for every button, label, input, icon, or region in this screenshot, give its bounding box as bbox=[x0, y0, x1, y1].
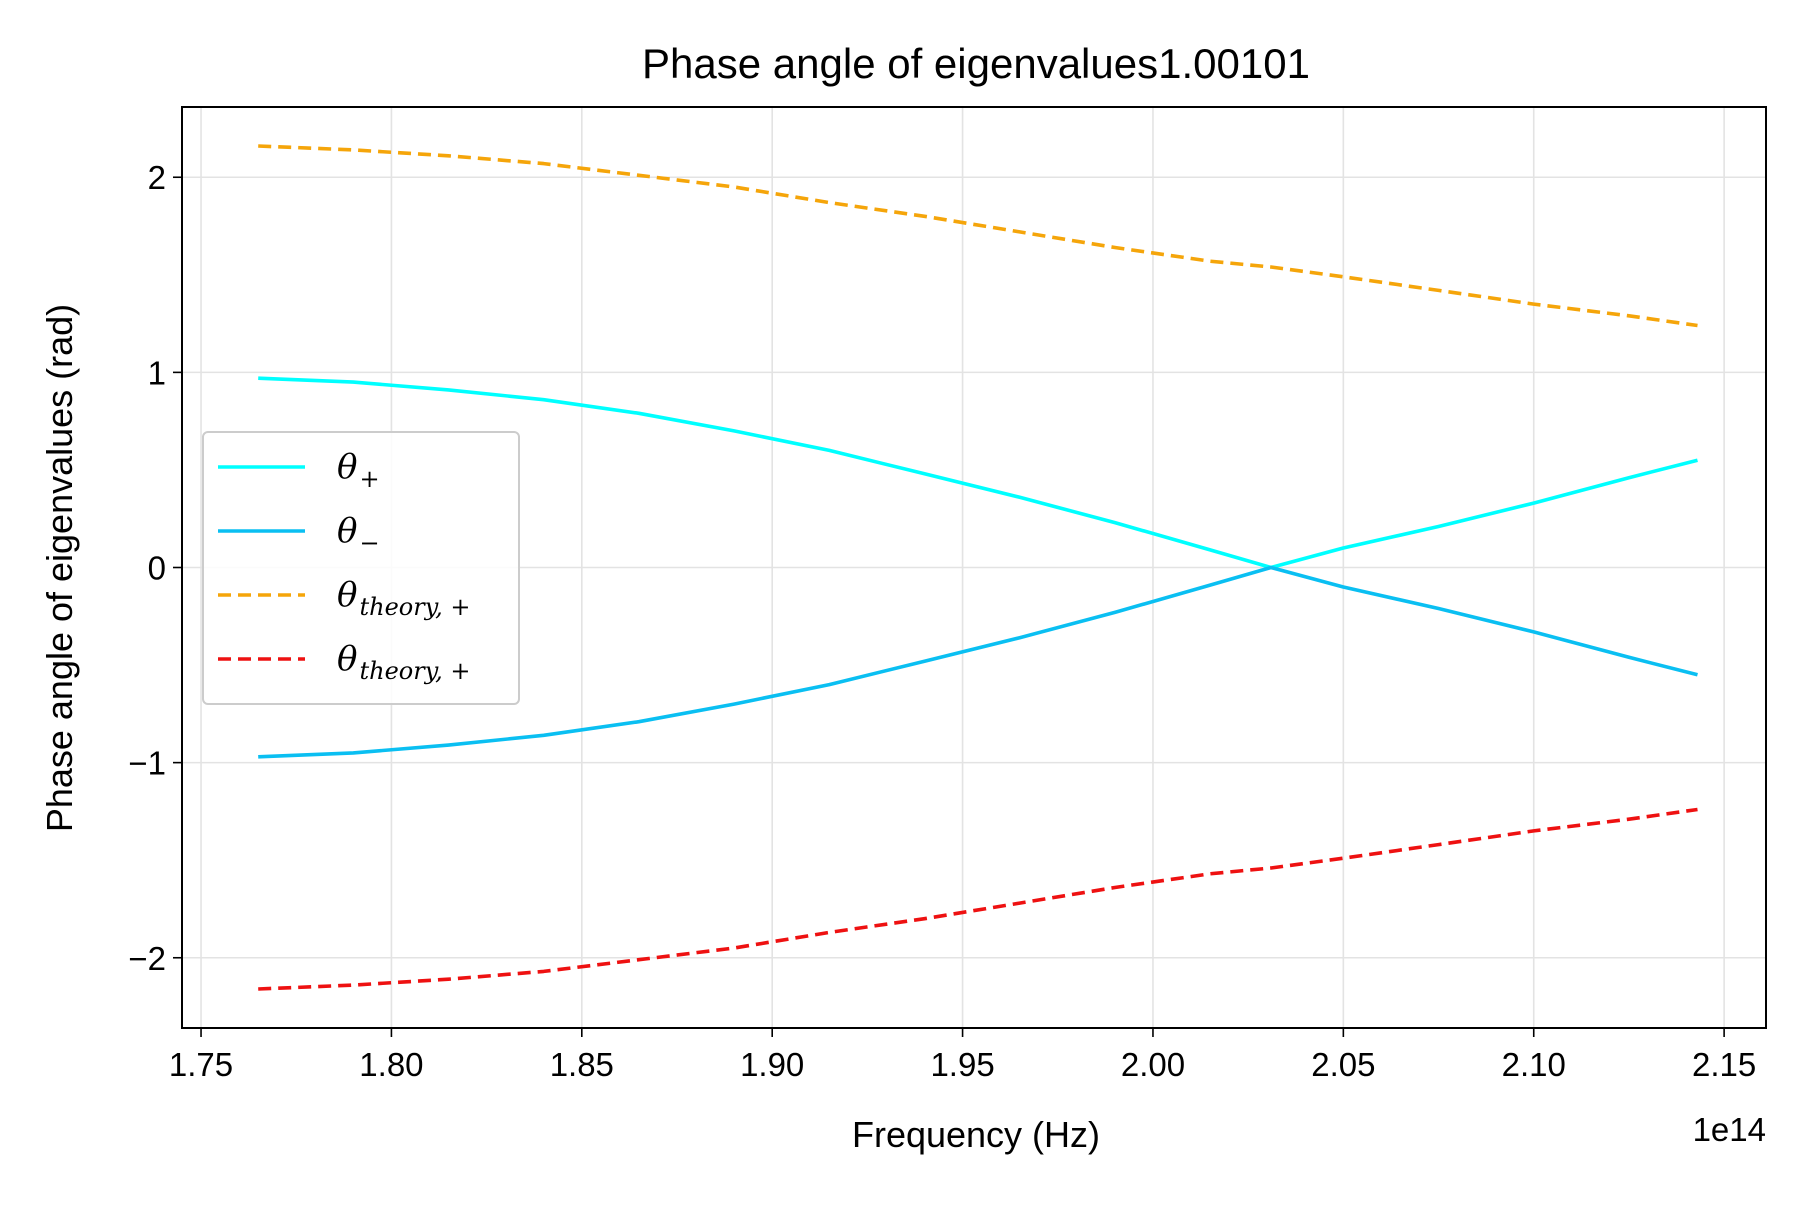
y-tick-label: −1 bbox=[128, 745, 166, 782]
x-tick-label: 2.00 bbox=[1121, 1046, 1185, 1083]
y-tick-label: 0 bbox=[148, 550, 166, 587]
legend-label-main: θ bbox=[337, 575, 357, 615]
x-tick-label: 2.10 bbox=[1502, 1046, 1566, 1083]
x-axis-label: Frequency (Hz) bbox=[852, 1114, 1100, 1155]
legend-label-main: θ bbox=[337, 447, 357, 487]
legend-label-subscript: + bbox=[359, 465, 379, 493]
x-tick-label: 1.90 bbox=[740, 1046, 804, 1083]
x-tick-label: 1.80 bbox=[359, 1046, 423, 1083]
x-tick-label: 2.05 bbox=[1311, 1046, 1375, 1083]
y-tick-label: 1 bbox=[148, 354, 166, 391]
legend-label-main: θ bbox=[337, 639, 357, 679]
y-axis-label: Phase angle of eigenvalues (rad) bbox=[39, 304, 80, 832]
x-tick-label: 2.15 bbox=[1692, 1046, 1756, 1083]
y-tick-label: −2 bbox=[128, 940, 166, 977]
legend-label-subscript: theory, + bbox=[359, 657, 470, 685]
x-tick-label: 1.95 bbox=[930, 1046, 994, 1083]
legend-label-subscript: − bbox=[359, 529, 379, 557]
x-tick-label: 1.85 bbox=[550, 1046, 614, 1083]
chart-title: Phase angle of eigenvalues1.00101 bbox=[642, 40, 1310, 87]
legend-label-main: θ bbox=[337, 511, 357, 551]
y-tick-label: 2 bbox=[148, 159, 166, 196]
x-tick-label: 1.75 bbox=[169, 1046, 233, 1083]
legend-label-subscript: theory, + bbox=[359, 593, 470, 621]
x-axis-offset-label: 1e14 bbox=[1693, 1111, 1766, 1148]
legend: θ+θ−θtheory, +θtheory, + bbox=[203, 432, 519, 704]
